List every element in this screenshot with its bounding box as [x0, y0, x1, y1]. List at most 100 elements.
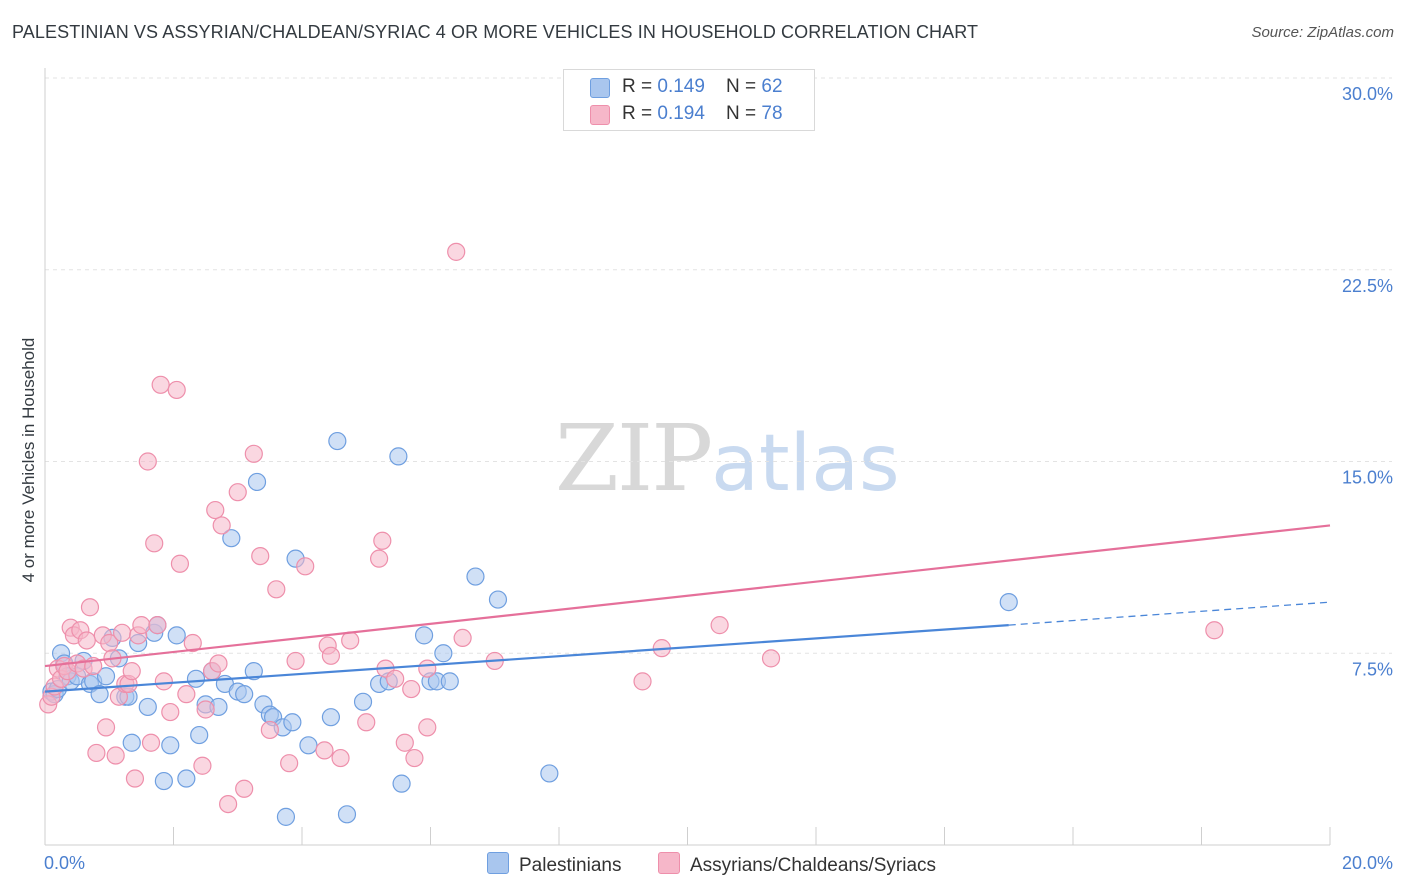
- legend-n-value: 62: [761, 76, 783, 97]
- point-assyrians: [138, 452, 157, 471]
- point-palestinians: [299, 736, 318, 755]
- point-palestinians: [244, 662, 263, 681]
- gridlines: [45, 77, 1392, 654]
- point-palestinians: [337, 805, 357, 824]
- trend-line-assyrians: [44, 524, 1331, 668]
- point-palestinians: [190, 725, 209, 745]
- point-palestinians: [96, 667, 116, 686]
- bottom-legend-assyrians: Assyrians/Chaldeans/Syriacs: [658, 852, 936, 877]
- point-palestinians: [389, 447, 408, 466]
- point-assyrians: [331, 748, 350, 768]
- point-assyrians: [196, 700, 215, 719]
- bottom-legend-palestinians: Palestinians: [487, 852, 621, 877]
- point-assyrians: [96, 718, 116, 737]
- point-palestinians: [328, 431, 347, 451]
- point-assyrians: [286, 651, 305, 671]
- point-palestinians: [466, 567, 485, 586]
- point-palestinians: [247, 472, 267, 492]
- point-assyrians: [209, 654, 228, 673]
- point-assyrians: [260, 720, 279, 740]
- point-assyrians: [633, 672, 652, 691]
- point-assyrians: [148, 616, 167, 635]
- point-assyrians: [341, 631, 360, 650]
- bottom-legend-swatch-palestinians: [487, 852, 509, 874]
- point-assyrians: [244, 444, 263, 463]
- point-assyrians: [280, 754, 299, 773]
- point-assyrians: [373, 531, 392, 550]
- y-axis-label: 4 or more Vehicles in Household: [19, 338, 38, 583]
- point-assyrians: [370, 549, 389, 568]
- point-assyrians: [296, 557, 315, 576]
- trend-lines: [44, 524, 1331, 693]
- point-palestinians: [392, 774, 411, 793]
- y-tick-label: 22.5%: [1342, 276, 1393, 296]
- point-assyrians: [193, 756, 212, 775]
- point-palestinians: [321, 708, 341, 727]
- point-assyrians: [80, 598, 100, 617]
- point-assyrians: [151, 375, 170, 394]
- legend-text: R = 0.149 N = 62: [622, 76, 783, 97]
- point-assyrians: [321, 646, 341, 665]
- point-assyrians: [183, 633, 202, 653]
- point-assyrians: [710, 616, 729, 635]
- point-assyrians: [402, 679, 421, 699]
- point-assyrians: [125, 769, 145, 788]
- point-assyrians: [761, 649, 781, 668]
- point-assyrians: [405, 748, 424, 768]
- point-palestinians: [161, 736, 180, 755]
- y-tick-label: 30.0%: [1342, 84, 1393, 104]
- point-assyrians: [145, 534, 164, 553]
- point-assyrians: [212, 516, 231, 535]
- legend-swatch-palestinians: [590, 78, 610, 98]
- x-tick-label: 20.0%: [1342, 853, 1393, 873]
- source-label: Source: ZipAtlas.com: [1251, 24, 1394, 41]
- watermark-zip: ZIP: [555, 405, 713, 512]
- point-assyrians: [395, 733, 414, 752]
- point-assyrians: [132, 616, 151, 635]
- legend-r-value: 0.194: [657, 103, 705, 124]
- point-palestinians: [122, 733, 141, 752]
- point-assyrians: [315, 741, 334, 760]
- watermark: ZIPatlas: [555, 405, 900, 512]
- x-tick-label: 0.0%: [44, 853, 85, 873]
- point-assyrians: [154, 672, 173, 691]
- point-palestinians: [235, 685, 254, 704]
- legend-swatch-assyrians: [590, 105, 610, 125]
- point-assyrians: [228, 483, 247, 502]
- point-palestinians: [222, 529, 241, 548]
- point-palestinians: [540, 764, 559, 783]
- point-assyrians: [141, 733, 161, 752]
- point-assyrians: [177, 685, 196, 704]
- point-assyrians: [167, 380, 186, 400]
- bottom-legend-swatch-assyrians: [658, 852, 680, 874]
- chart-title: PALESTINIAN VS ASSYRIAN/CHALDEAN/SYRIAC …: [12, 22, 979, 42]
- data-points: [39, 109, 1224, 826]
- y-tick-label: 15.0%: [1342, 468, 1393, 488]
- point-assyrians: [112, 623, 132, 642]
- point-palestinians: [283, 713, 302, 732]
- point-assyrians: [447, 242, 466, 261]
- point-palestinians: [440, 672, 459, 691]
- point-palestinians: [154, 771, 173, 791]
- point-palestinians: [488, 590, 508, 609]
- point-assyrians: [106, 746, 125, 765]
- point-assyrians: [235, 779, 254, 798]
- point-assyrians: [206, 500, 225, 520]
- point-assyrians: [453, 628, 472, 648]
- point-palestinians: [434, 644, 453, 663]
- point-assyrians: [219, 794, 238, 814]
- legend-text: R = 0.194 N = 78: [622, 103, 783, 124]
- point-assyrians: [418, 659, 437, 678]
- bottom-legend-label: Assyrians/Chaldeans/Syriacs: [690, 855, 937, 876]
- trend-line-palestinians: [44, 624, 1009, 693]
- point-palestinians: [177, 769, 196, 788]
- point-assyrians: [386, 669, 405, 688]
- point-palestinians: [999, 593, 1018, 612]
- legend-n-value: 78: [761, 103, 783, 124]
- bottom-legend-label: Palestinians: [519, 855, 622, 876]
- point-assyrians: [161, 702, 180, 722]
- tick-labels: 7.5% 15.0% 22.5% 30.0% 0.0% 20.0% 4 or more Ve…: [19, 84, 1393, 873]
- point-assyrians: [418, 718, 437, 737]
- point-assyrians: [170, 554, 190, 573]
